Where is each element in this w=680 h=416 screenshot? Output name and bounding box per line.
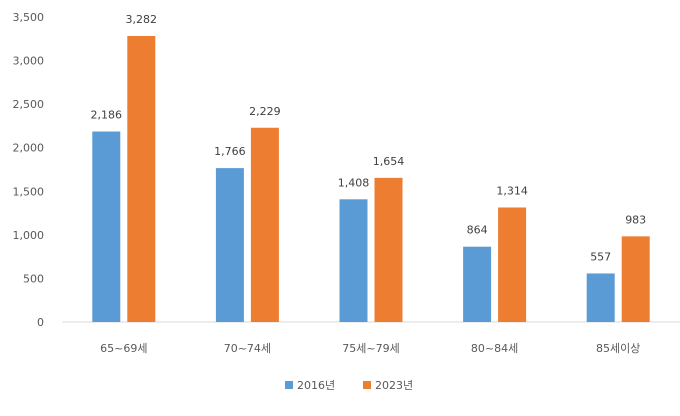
y-tick-label: 0 — [37, 316, 44, 329]
legend-swatch-2023 — [363, 381, 371, 389]
bar-2016-3 — [463, 246, 492, 322]
legend-label: 2016년 — [297, 379, 335, 392]
x-category-label: 75세~79세 — [342, 342, 399, 355]
bar-2016-1 — [215, 168, 244, 322]
bar-2023-4 — [621, 236, 650, 322]
x-category-label: 85세이상 — [596, 342, 640, 355]
y-tick-label: 1,000 — [13, 229, 45, 242]
bar-2023-2 — [374, 177, 403, 322]
bar-2023-1 — [250, 127, 279, 322]
y-tick-label: 2,000 — [13, 142, 45, 155]
bar-2023-0 — [127, 35, 156, 323]
y-tick-label: 3,000 — [13, 55, 45, 68]
legend-swatch-2016 — [285, 381, 293, 389]
y-tick-label: 2,500 — [13, 98, 45, 111]
data-label: 1,766 — [214, 145, 246, 158]
x-category-label: 65~69세 — [100, 342, 147, 355]
data-label: 2,186 — [91, 109, 123, 122]
y-tick-label: 3,500 — [13, 11, 45, 24]
bar-2016-2 — [339, 199, 368, 322]
y-tick-label: 1,500 — [13, 185, 45, 198]
data-label: 1,408 — [338, 176, 370, 189]
bar-2023-3 — [498, 207, 527, 322]
data-label: 2,229 — [249, 105, 281, 118]
data-label: 864 — [467, 224, 488, 237]
data-label: 1,314 — [496, 184, 528, 197]
data-label: 557 — [590, 250, 611, 263]
legend-label: 2023년 — [375, 379, 413, 392]
data-label: 983 — [625, 213, 646, 226]
data-label: 3,282 — [126, 13, 158, 26]
x-category-label: 70~74세 — [224, 342, 271, 355]
data-label: 1,654 — [373, 155, 405, 168]
y-tick-label: 500 — [23, 272, 44, 285]
bar-2016-4 — [586, 273, 615, 322]
bar-2016-0 — [92, 131, 121, 322]
x-category-label: 80~84세 — [471, 342, 518, 355]
